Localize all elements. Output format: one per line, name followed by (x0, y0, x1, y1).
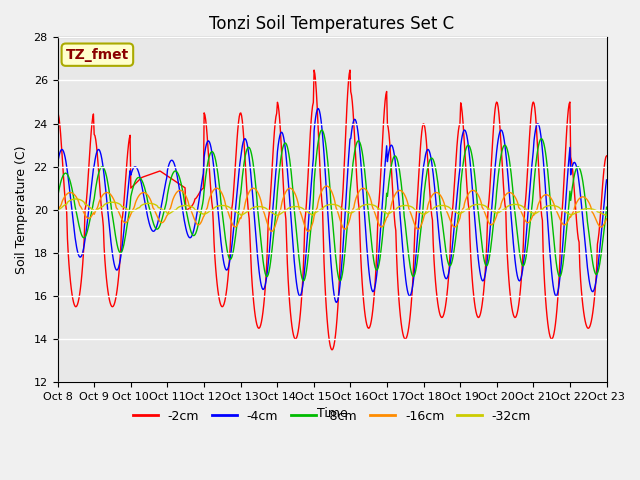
-8cm (63, 172, 71, 178)
-32cm (63, 200, 71, 205)
-4cm (417, 199, 424, 205)
-4cm (205, 138, 212, 144)
-32cm (603, 212, 611, 218)
-2cm (346, 67, 354, 73)
X-axis label: Time: Time (317, 408, 348, 420)
Title: Tonzi Soil Temperatures Set C: Tonzi Soil Temperatures Set C (209, 15, 454, 33)
Text: TZ_fmet: TZ_fmet (66, 48, 129, 61)
-2cm (120, 199, 128, 205)
-4cm (54, 161, 61, 167)
-16cm (603, 216, 611, 222)
-16cm (205, 198, 212, 204)
-2cm (54, 110, 61, 116)
-32cm (177, 204, 184, 209)
-8cm (401, 214, 408, 219)
-8cm (318, 127, 326, 133)
Legend: -2cm, -4cm, -8cm, -16cm, -32cm: -2cm, -4cm, -8cm, -16cm, -32cm (128, 405, 536, 428)
-32cm (54, 207, 61, 213)
-32cm (399, 203, 407, 208)
Line: -32cm: -32cm (58, 199, 607, 215)
-8cm (54, 194, 61, 200)
-2cm (176, 181, 184, 187)
-16cm (304, 228, 312, 234)
-16cm (417, 224, 424, 230)
Line: -2cm: -2cm (58, 70, 607, 350)
-2cm (205, 156, 212, 161)
-8cm (120, 241, 128, 247)
Line: -8cm: -8cm (58, 130, 607, 281)
-2cm (417, 147, 424, 153)
-16cm (63, 191, 71, 196)
-2cm (328, 347, 335, 353)
-32cm (205, 208, 213, 214)
-2cm (603, 153, 611, 159)
-4cm (603, 177, 611, 183)
-2cm (401, 335, 408, 341)
-8cm (176, 175, 184, 181)
-8cm (336, 278, 344, 284)
-16cm (54, 208, 61, 214)
-8cm (603, 204, 611, 210)
-32cm (415, 209, 423, 215)
Y-axis label: Soil Temperature (C): Soil Temperature (C) (15, 145, 28, 274)
-4cm (401, 263, 408, 268)
Line: -16cm: -16cm (58, 186, 607, 231)
-16cm (120, 219, 128, 225)
-16cm (401, 191, 408, 197)
-4cm (120, 228, 128, 233)
-32cm (72, 196, 80, 202)
-4cm (63, 169, 71, 175)
-8cm (205, 156, 212, 161)
Line: -4cm: -4cm (58, 108, 607, 302)
-16cm (323, 183, 330, 189)
-32cm (121, 205, 129, 211)
-4cm (314, 106, 322, 111)
-16cm (176, 188, 184, 193)
-2cm (63, 236, 71, 241)
-4cm (176, 188, 184, 194)
-8cm (417, 232, 424, 238)
-4cm (332, 300, 340, 305)
